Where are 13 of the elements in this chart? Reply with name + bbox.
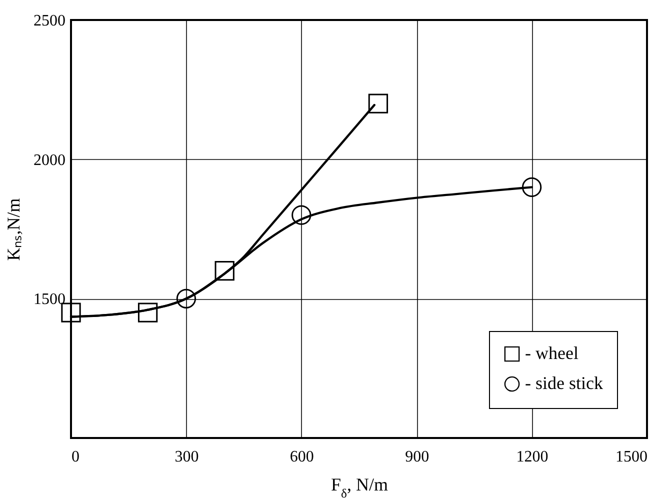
x-tick-label: 300 [174, 448, 199, 466]
legend-label: - wheel [525, 343, 578, 363]
y-tick-label: 1500 [34, 291, 66, 308]
x-tick-label: 600 [290, 448, 314, 466]
x-tick-label: 1500 [616, 448, 648, 466]
y-tick-label: 2500 [34, 12, 66, 30]
x-axis-title: F$_{δ}$, N/m [331, 474, 388, 500]
y-axis-title: Kₙₛ,N/m [4, 198, 24, 261]
x-tick-label: 900 [405, 448, 430, 466]
x-tick-label: 1200 [516, 448, 548, 466]
x-tick-label: 0 [72, 448, 80, 466]
y-tick-label: 2000 [34, 152, 66, 169]
legend-label: - side stick [525, 373, 603, 393]
